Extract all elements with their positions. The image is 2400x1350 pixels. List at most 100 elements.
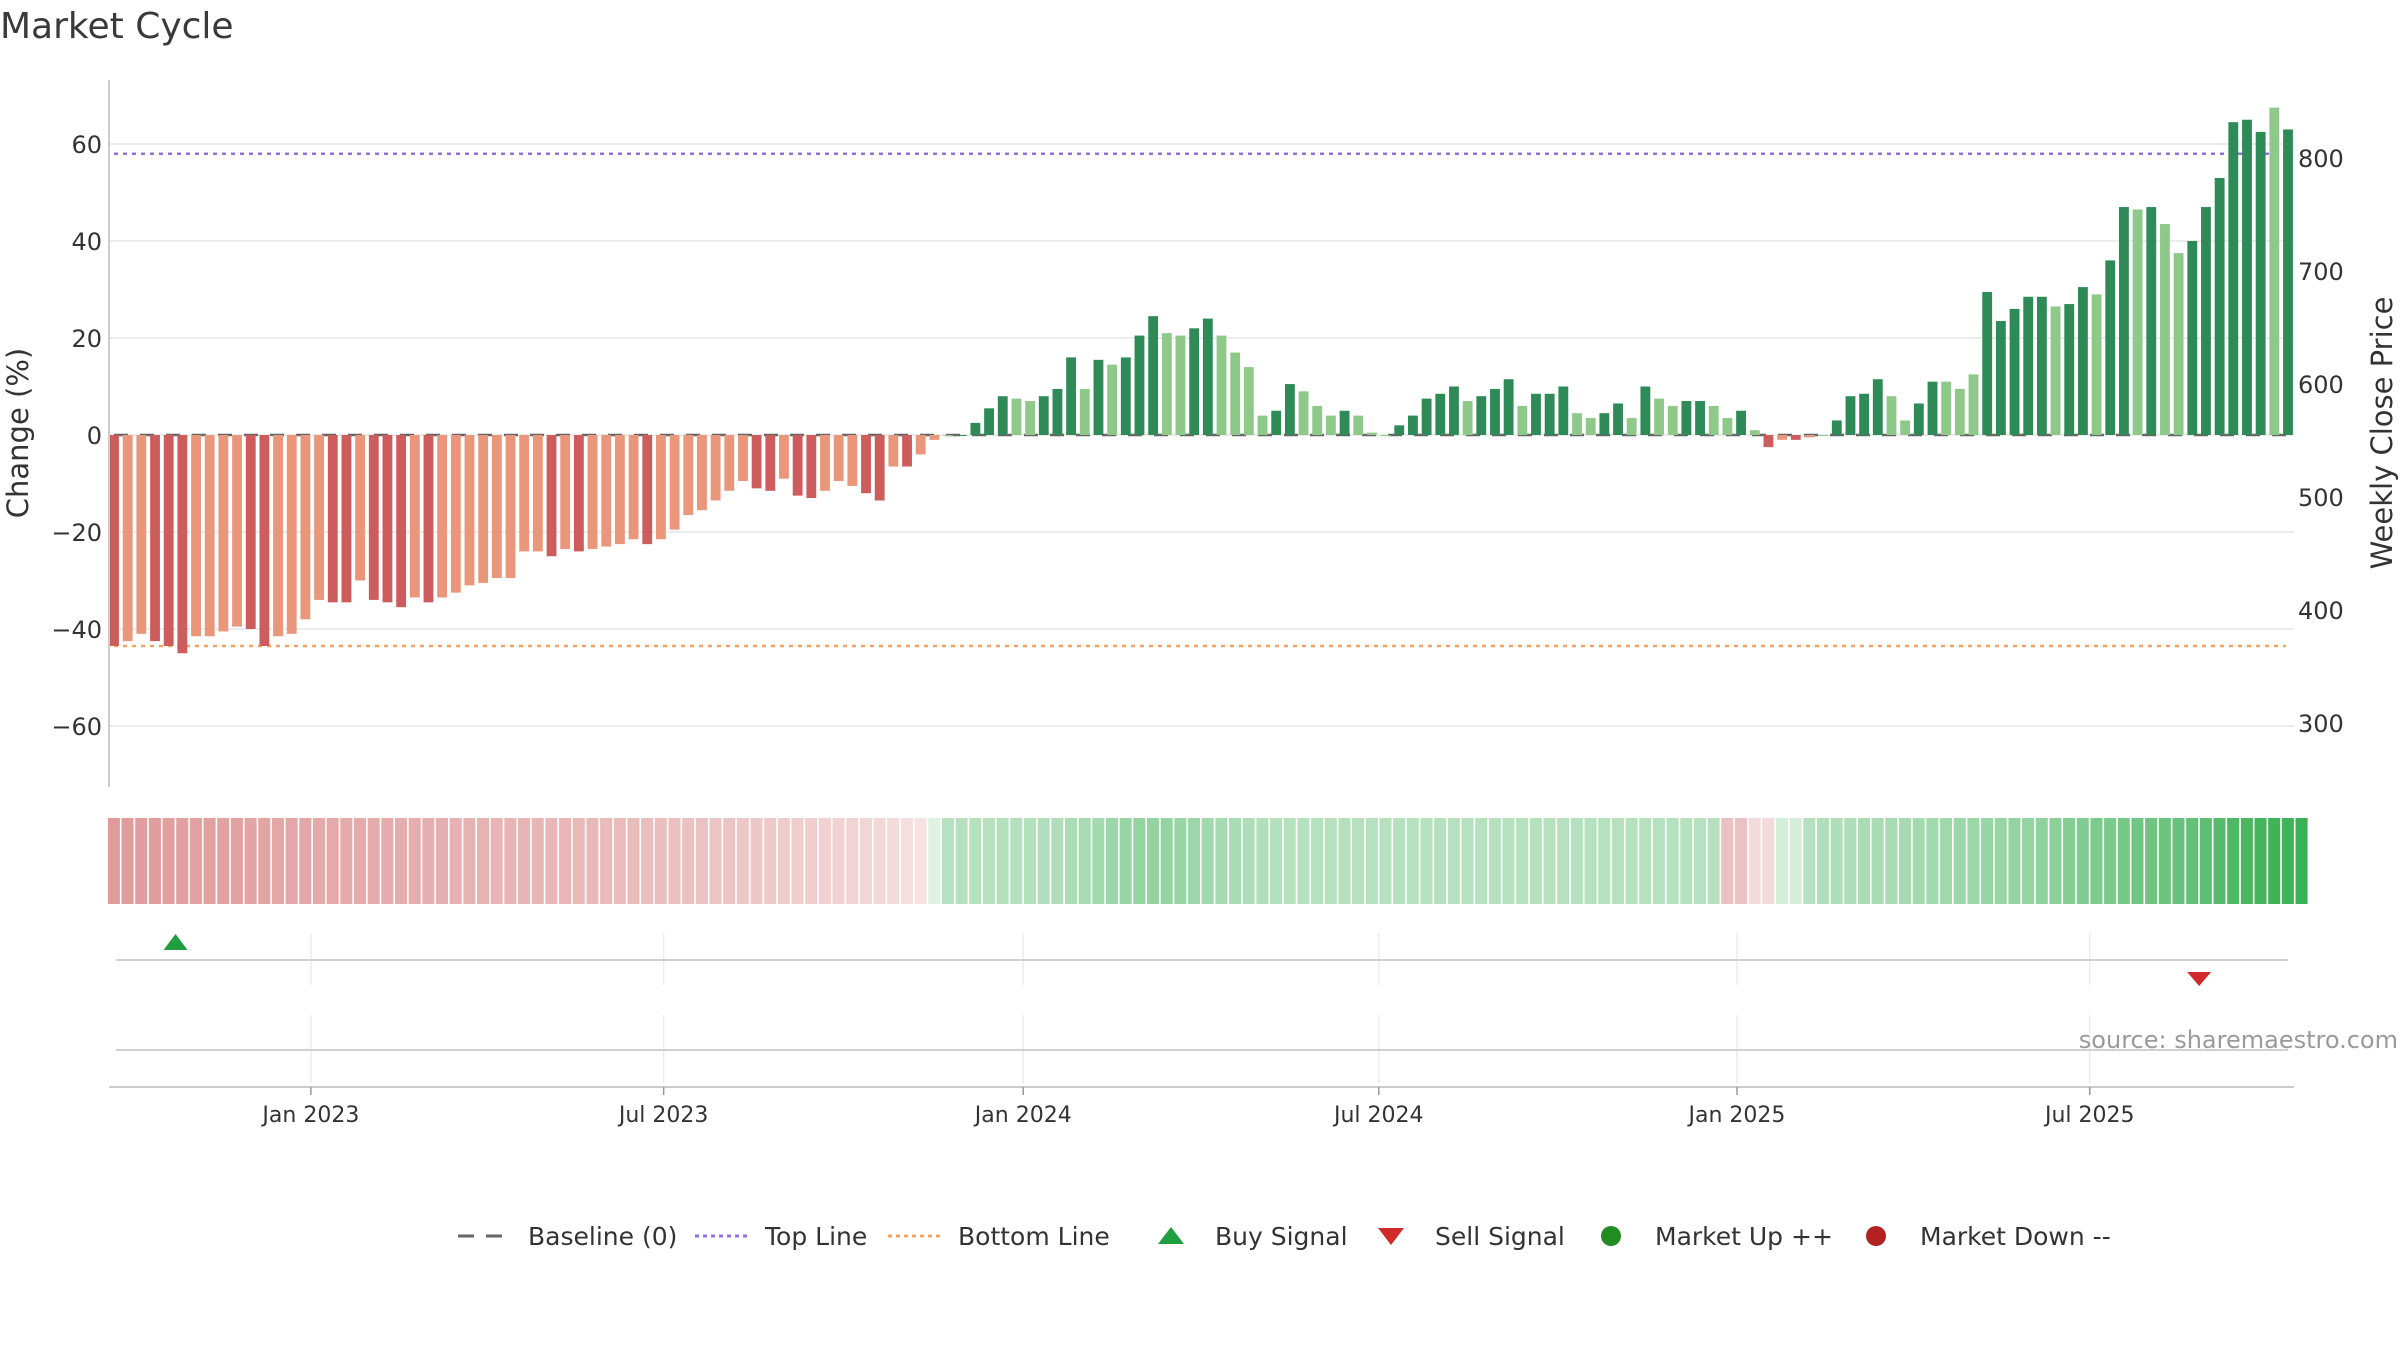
change-bar [683, 435, 694, 516]
strip-cell [1406, 818, 1419, 904]
change-bar [1079, 388, 1090, 435]
strip-cell [900, 818, 913, 904]
strip-cell [2295, 818, 2308, 904]
change-bar [1421, 398, 1432, 435]
change-bar [1476, 396, 1487, 435]
y-axis-title: Change (%) [1, 348, 35, 518]
change-bar [2105, 260, 2116, 435]
strip-cell [2008, 818, 2021, 904]
strip-cell [887, 818, 900, 904]
strip-cell [367, 818, 380, 904]
change-bar [1243, 367, 1254, 435]
strip-cell [1283, 818, 1296, 904]
strip-cell [2049, 818, 2062, 904]
strip-cell [695, 818, 708, 904]
y2-tick-label: 400 [2298, 597, 2344, 625]
strip-cell [1557, 818, 1570, 904]
change-bar [1585, 418, 1596, 435]
strip-cell [1475, 818, 1488, 904]
strip-cell [1352, 818, 1365, 904]
change-bar [1640, 386, 1651, 435]
change-bar [1175, 335, 1186, 435]
change-bar [505, 435, 516, 579]
change-bar [1216, 335, 1227, 435]
strip-cell [285, 818, 298, 904]
strip-cell [1229, 818, 1242, 904]
strip-cell [1871, 818, 1884, 904]
change-bar [437, 435, 448, 598]
change-bar [1394, 425, 1405, 435]
strip-cell [1379, 818, 1392, 904]
strip-cell [545, 818, 558, 904]
strip-cell [230, 818, 243, 904]
change-bar [1257, 415, 1268, 435]
change-bar [1462, 401, 1473, 435]
strip-cell [2240, 818, 2253, 904]
change-bar [382, 435, 393, 603]
legend-circle-icon [1601, 1226, 1621, 1246]
change-bar [765, 435, 776, 491]
strip-cell [2090, 818, 2103, 904]
strip-cell [312, 818, 326, 904]
strip-cell [1324, 818, 1337, 904]
strip-cell [2281, 818, 2294, 904]
legend-item-baseline-0: Baseline (0) [458, 1222, 677, 1251]
change-bar [642, 435, 653, 545]
y2-axis-title: Weekly Close Price [2365, 297, 2399, 570]
change-bar [355, 435, 366, 581]
legend-label: Market Up ++ [1655, 1222, 1833, 1251]
x-tick-label: Jul 2024 [1332, 1103, 1424, 1128]
strip-cell [1488, 818, 1501, 904]
strip-cell [1912, 818, 1925, 904]
change-bar [833, 435, 844, 482]
change-bar [532, 435, 543, 552]
legend-item-market-up: Market Up ++ [1601, 1222, 1833, 1251]
strip-cell [668, 818, 681, 904]
strip-cell [1598, 818, 1611, 904]
strip-cell [1543, 818, 1556, 904]
x-tick-label: Jul 2025 [2043, 1103, 2135, 1128]
strip-cell [1447, 818, 1460, 904]
change-bar [1134, 335, 1145, 435]
strip-cell [2131, 818, 2144, 904]
change-bar [655, 435, 666, 540]
legend-circle-icon [1866, 1226, 1886, 1246]
strip-cell [1652, 818, 1665, 904]
strip-cell [518, 818, 531, 904]
strip-cell [531, 818, 544, 904]
strip-cell [148, 818, 161, 904]
strip-cell [641, 818, 654, 904]
change-bar [519, 435, 530, 552]
change-bar [2228, 122, 2239, 436]
strip-cell [1529, 818, 1542, 904]
strip-cell [162, 818, 175, 904]
change-bar [1968, 374, 1979, 435]
change-bar [1913, 403, 1924, 435]
legend-label: Sell Signal [1435, 1222, 1565, 1251]
x-tick-label: Jan 2024 [973, 1103, 1072, 1128]
change-bar [2214, 177, 2225, 435]
strip-cell [846, 818, 859, 904]
strip-cell [2022, 818, 2035, 904]
change-bar [573, 435, 584, 552]
change-bar [1025, 401, 1036, 435]
y-tick-label: 0 [87, 422, 102, 450]
change-bar [122, 435, 133, 642]
strip-cell [1393, 818, 1406, 904]
strip-cell [504, 818, 517, 904]
change-bar [1120, 357, 1131, 435]
strip-cell [1119, 818, 1132, 904]
change-bar [1408, 415, 1418, 435]
change-bar [1380, 435, 1391, 436]
strip-cell [750, 818, 763, 904]
strip-cell [244, 818, 257, 904]
legend-item-sell-signal: Sell Signal [1378, 1222, 1565, 1251]
strip-cell [203, 818, 216, 904]
change-bar [273, 435, 283, 637]
change-bar [1544, 393, 1555, 435]
strip-cell [1201, 818, 1214, 904]
strip-cell [1584, 818, 1597, 904]
strip-cell [1146, 818, 1160, 904]
strip-cell [982, 818, 995, 904]
